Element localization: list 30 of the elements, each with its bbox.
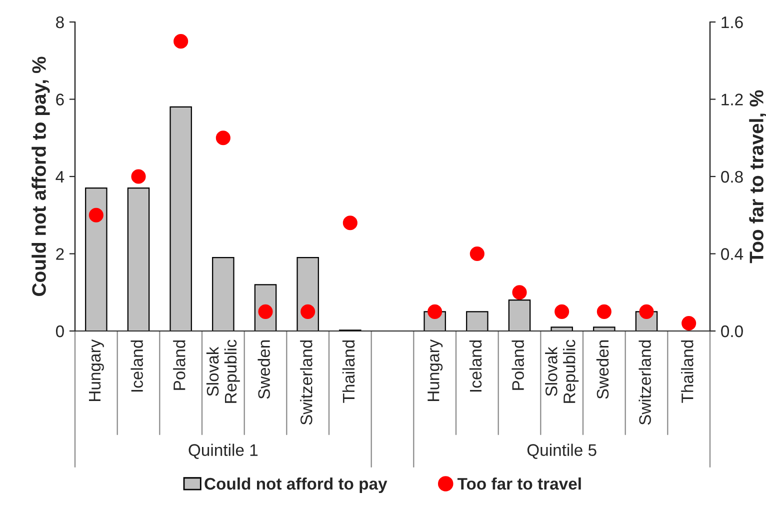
x-tick-label: Iceland [469, 340, 482, 392]
y2-axis-title: Too far to travel, % [749, 90, 766, 264]
text: Quintile 1 [188, 444, 258, 459]
y2-tick-label: 0.0 [721, 325, 743, 338]
y-tick-label: 6 [56, 94, 64, 106]
x-tick-label: Hungary [428, 339, 443, 401]
x-tick-label: Slovak Republic [545, 340, 579, 403]
y-tick-label: 4 [56, 171, 64, 183]
y2-tick-label: 1.2 [722, 94, 743, 106]
x-tick-label: Sweden [596, 340, 609, 399]
x-tick-label: Switzerland [638, 340, 651, 425]
x-tick-label: Thailand [681, 340, 694, 403]
y-tick-label: 8 [56, 16, 64, 28]
x-tick-label: Hungary [89, 339, 104, 401]
y2-tick-label: 0.8 [721, 170, 743, 183]
legend-label: Too far to travel [457, 477, 581, 490]
y2-tick-label: 0.4 [721, 248, 744, 260]
y-axis-title: Could not afford to pay, % [32, 56, 50, 296]
x-tick-label: Poland [512, 340, 524, 390]
x-tick-label: Switzerland [300, 340, 312, 425]
x-tick-label: Sweden [258, 340, 270, 399]
y-tick-label: 2 [56, 248, 64, 260]
x-tick-label: Poland [173, 340, 186, 390]
x-tick-label: Iceland [130, 340, 143, 392]
y-tick-label: 0 [56, 325, 64, 338]
x-tick-label: Slovak Republic [206, 340, 240, 403]
y2-tick-label: 1.6 [722, 16, 743, 28]
text: Quintile 5 [527, 444, 596, 459]
x-tick-label: Thailand [342, 340, 355, 403]
legend-label: Could not afford to pay [204, 477, 388, 493]
